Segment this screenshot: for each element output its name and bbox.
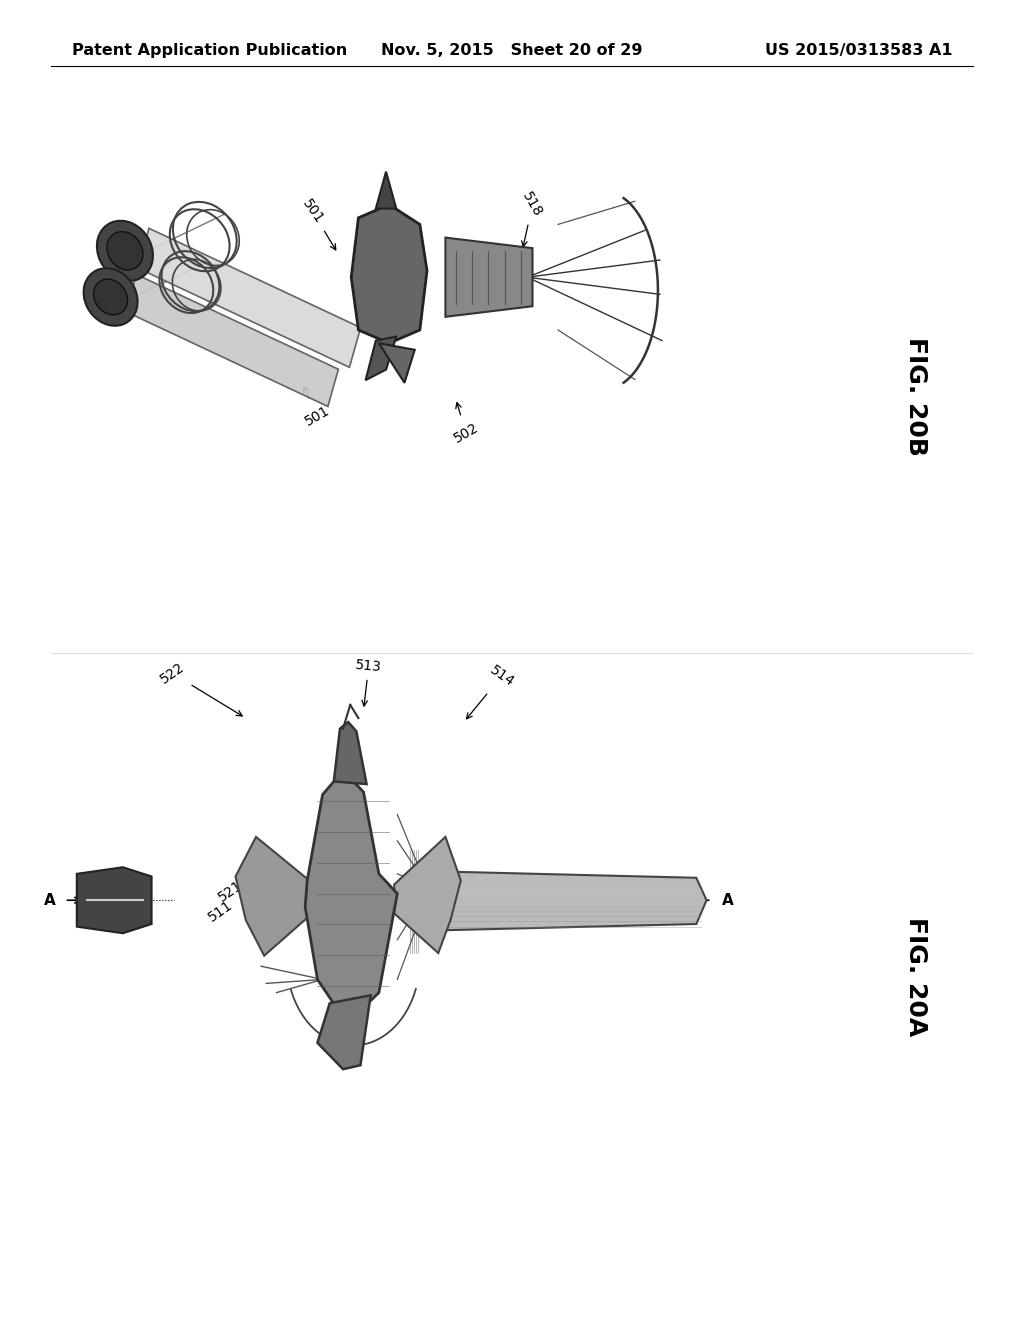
Polygon shape — [126, 275, 338, 407]
Polygon shape — [138, 228, 360, 367]
Text: FIG. 20A: FIG. 20A — [904, 917, 929, 1036]
Text: Nov. 5, 2015   Sheet 20 of 29: Nov. 5, 2015 Sheet 20 of 29 — [381, 42, 643, 58]
Text: FIG. 20B: FIG. 20B — [904, 337, 929, 455]
Text: 521: 521 — [216, 863, 261, 904]
Polygon shape — [77, 867, 152, 933]
Polygon shape — [394, 837, 461, 953]
Polygon shape — [351, 205, 427, 343]
Text: 501: 501 — [348, 849, 379, 884]
Text: A: A — [722, 892, 733, 908]
Text: Patent Application Publication: Patent Application Publication — [72, 42, 347, 58]
Text: US 2015/0313583 A1: US 2015/0313583 A1 — [765, 42, 952, 58]
Polygon shape — [317, 995, 371, 1069]
Ellipse shape — [106, 231, 143, 271]
Ellipse shape — [97, 220, 153, 281]
Ellipse shape — [84, 268, 137, 326]
Polygon shape — [366, 337, 396, 380]
Text: 501: 501 — [299, 197, 336, 249]
Ellipse shape — [93, 279, 128, 315]
Text: 514: 514 — [467, 663, 516, 719]
Text: 501: 501 — [302, 387, 333, 429]
Polygon shape — [376, 172, 396, 209]
Polygon shape — [334, 722, 367, 784]
Polygon shape — [236, 837, 309, 956]
Text: 512: 512 — [441, 862, 470, 895]
Text: 522: 522 — [158, 660, 243, 715]
Polygon shape — [430, 871, 707, 931]
Text: 518: 518 — [520, 190, 545, 247]
Text: 513: 513 — [355, 659, 382, 706]
Text: A: A — [44, 892, 55, 908]
Text: 502: 502 — [451, 403, 481, 446]
Text: 511: 511 — [205, 880, 253, 924]
Polygon shape — [445, 238, 532, 317]
Polygon shape — [379, 343, 415, 383]
Polygon shape — [305, 771, 397, 1012]
